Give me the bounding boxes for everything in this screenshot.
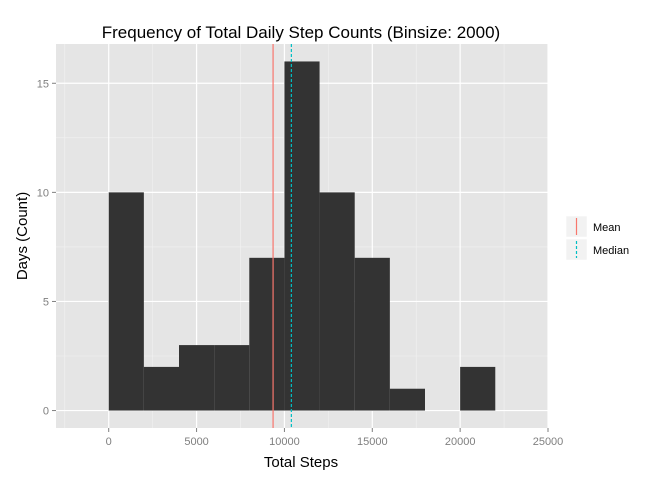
- x-tick-label: 0: [106, 436, 112, 448]
- legend-label: Median: [593, 245, 629, 257]
- y-tick-label: 10: [37, 187, 49, 199]
- reference-lines: [272, 44, 292, 428]
- histogram-bar: [460, 366, 496, 411]
- histogram-bar: [389, 388, 425, 411]
- y-tick-label: 0: [43, 406, 49, 418]
- y-axis-ticks: 0 5 10 15: [37, 78, 56, 418]
- x-tick-label: 20000: [445, 436, 476, 448]
- histogram-bar: [319, 192, 355, 411]
- histogram-bar: [249, 257, 285, 411]
- histogram-bar: [108, 192, 144, 411]
- histogram-bar: [143, 366, 179, 411]
- histogram-bars: [108, 61, 496, 411]
- legend: Mean Median: [565, 215, 629, 261]
- x-axis-title: Total Steps: [264, 454, 338, 471]
- x-tick-label: 25000: [533, 436, 564, 448]
- x-tick-label: 5000: [184, 436, 208, 448]
- x-tick-label: 10000: [269, 436, 300, 448]
- histogram-bar: [284, 61, 320, 411]
- legend-label: Mean: [593, 222, 621, 234]
- chart-title: Frequency of Total Daily Step Counts (Bi…: [102, 23, 500, 42]
- x-axis-ticks: 0 5000 10000 15000 20000 25000: [106, 428, 564, 448]
- histogram-bar: [179, 345, 215, 411]
- histogram-bar: [354, 257, 390, 411]
- legend-key: [565, 238, 588, 261]
- histogram-bar: [214, 345, 250, 411]
- x-tick-label: 15000: [357, 436, 388, 448]
- y-tick-label: 15: [37, 78, 49, 90]
- y-axis-title: Days (Count): [14, 192, 31, 280]
- y-tick-label: 5: [43, 296, 49, 308]
